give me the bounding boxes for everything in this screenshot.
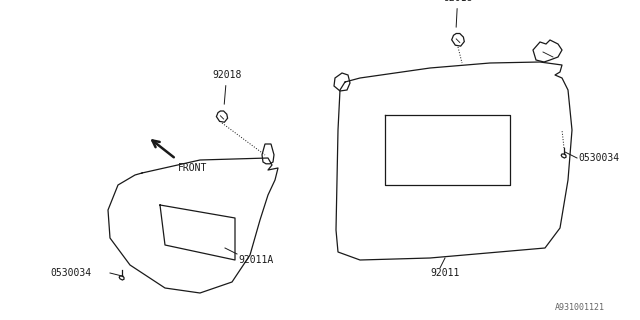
Text: 0530034: 0530034 xyxy=(50,268,91,278)
Text: 92018: 92018 xyxy=(443,0,472,27)
Polygon shape xyxy=(561,154,566,158)
Polygon shape xyxy=(334,73,350,91)
Text: FRONT: FRONT xyxy=(178,163,207,173)
Text: A931001121: A931001121 xyxy=(555,303,605,312)
Text: 92018: 92018 xyxy=(212,70,241,104)
Text: 92011: 92011 xyxy=(430,268,460,278)
Polygon shape xyxy=(533,40,562,62)
Polygon shape xyxy=(452,34,464,46)
Text: 0530034: 0530034 xyxy=(578,153,619,163)
Polygon shape xyxy=(262,144,274,164)
Polygon shape xyxy=(119,276,124,280)
Text: 92011A: 92011A xyxy=(238,255,273,265)
Polygon shape xyxy=(216,111,228,122)
